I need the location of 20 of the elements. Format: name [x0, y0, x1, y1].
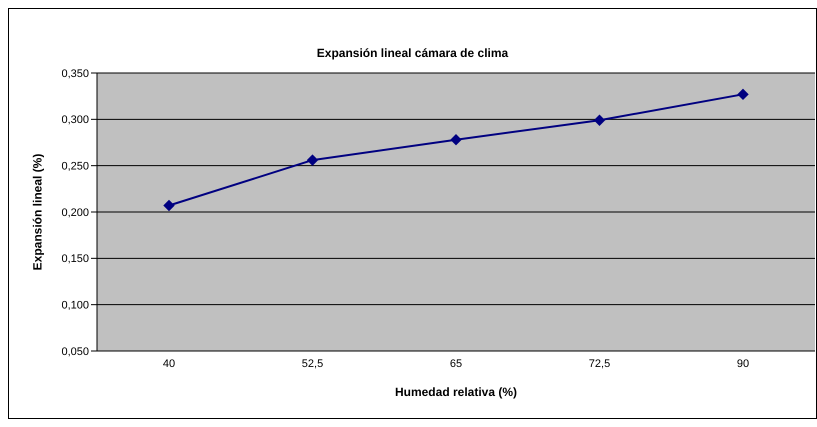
y-axis-title: Expansión lineal (%)	[30, 154, 44, 270]
y-tick-label: 0,200	[61, 206, 89, 219]
x-tick-label: 40	[162, 358, 176, 370]
y-tick-label: 0,100	[61, 300, 89, 312]
point	[594, 114, 605, 126]
y-tick-label: 0,300	[61, 114, 89, 126]
chart-title: Expansión lineal cámara de clima	[316, 46, 510, 60]
point	[738, 88, 748, 100]
x-tick-label: 52,5	[302, 358, 324, 370]
point	[307, 154, 318, 166]
point	[164, 200, 174, 212]
point	[450, 134, 462, 146]
x-tick-label: 72,5	[588, 358, 610, 370]
y-tick-label: 0,250	[61, 160, 89, 173]
x-axis-title: Humedad relativa (%)	[394, 385, 518, 399]
x-tick-label: 65	[450, 358, 462, 370]
y-tick-label: 0,350	[61, 68, 89, 80]
x-tick-label: 90	[736, 358, 750, 370]
y-tick-label: 0,150	[61, 253, 89, 266]
y-tick-label: 0,050	[61, 346, 89, 358]
